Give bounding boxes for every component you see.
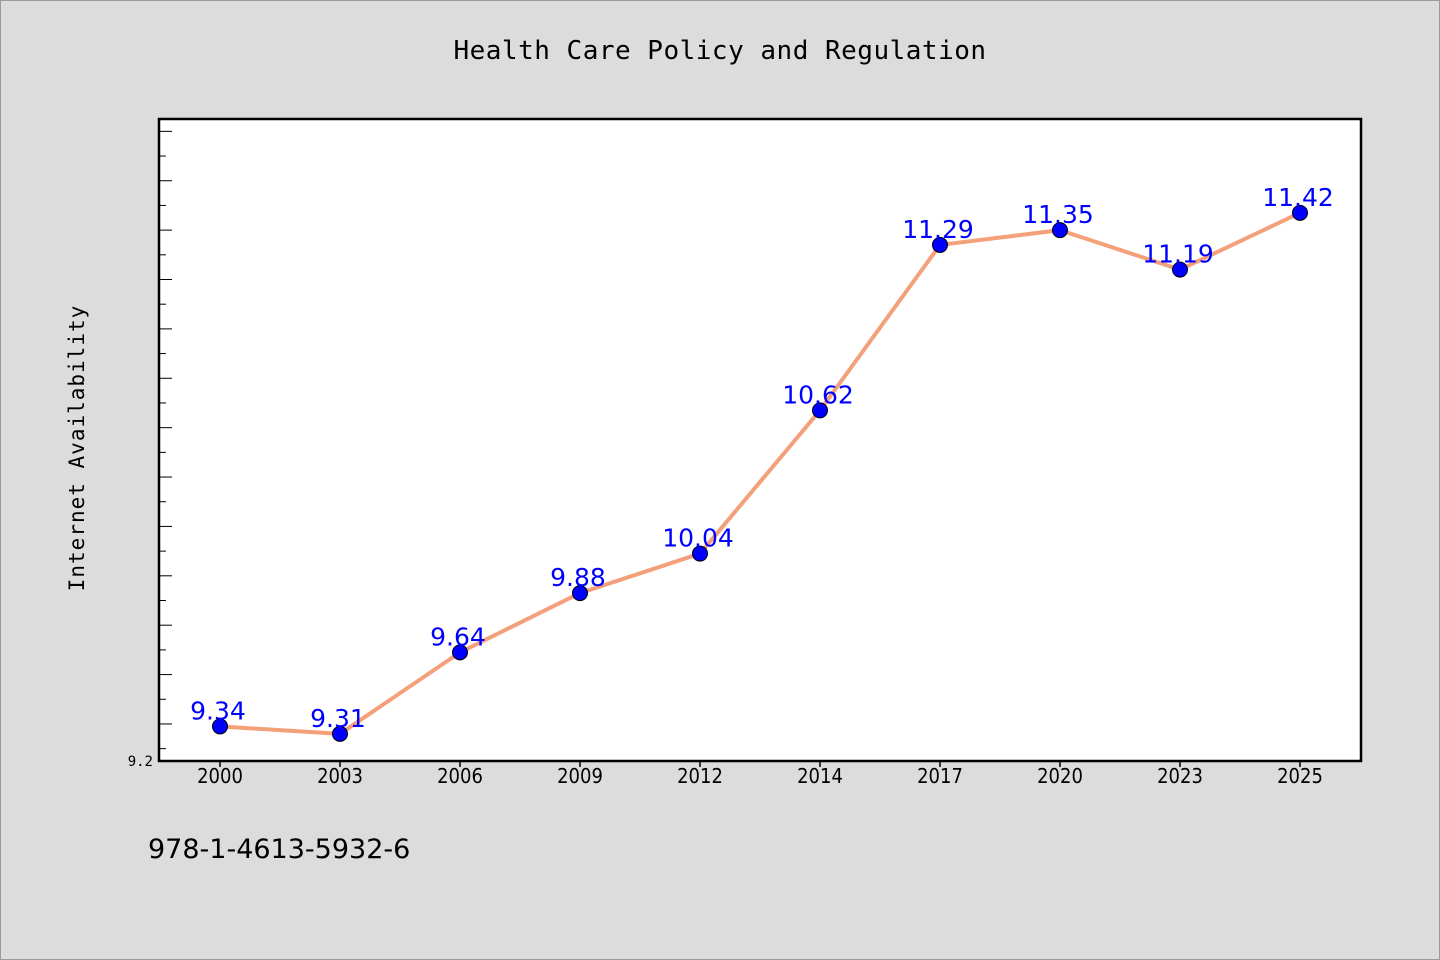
x-tick-label: 2012	[677, 764, 723, 788]
isbn-text: 978-1-4613-5932-6	[148, 834, 411, 865]
y-tick-label-min: 9.2	[128, 754, 153, 770]
x-tick-label: 2000	[197, 764, 243, 788]
data-label: 11.42	[1262, 183, 1334, 212]
series-markers	[212, 204, 1308, 742]
y-axis-label: Internet Availability	[65, 305, 89, 592]
x-tick-label: 2020	[1037, 764, 1083, 788]
x-tick-label: 2006	[437, 764, 483, 788]
data-label: 11.29	[902, 215, 974, 244]
data-label: 11.35	[1022, 200, 1094, 229]
data-label: 10.62	[782, 380, 854, 409]
chart-title: Health Care Policy and Regulation	[453, 36, 987, 66]
series-line	[218, 210, 1302, 736]
x-tick-label: 2009	[557, 764, 603, 788]
data-point	[932, 236, 948, 253]
data-point	[1052, 222, 1068, 239]
data-label: 9.64	[430, 622, 486, 651]
x-axis-ticks	[219, 761, 1301, 767]
x-tick-label: 2017	[917, 764, 963, 788]
data-label: 10.04	[662, 524, 734, 553]
data-point	[332, 725, 348, 742]
data-label: 9.31	[310, 704, 366, 733]
y-axis-ticks	[159, 130, 172, 750]
data-labels: 9.34 9.31 9.64 9.88 10.04 10.62 11.29 11.35 11.1…	[190, 183, 1334, 733]
plot-area	[157, 117, 1363, 763]
x-tick-label: 2014	[797, 764, 843, 788]
data-point	[1172, 261, 1188, 278]
x-tick-label: 2023	[1157, 764, 1203, 788]
data-point	[452, 644, 468, 661]
data-point	[212, 718, 228, 735]
data-label: 11.19	[1142, 240, 1214, 269]
data-point	[812, 402, 828, 419]
data-label: 9.88	[550, 563, 606, 592]
x-tick-label: 2003	[317, 764, 363, 788]
x-tick-label: 2025	[1277, 764, 1323, 788]
data-label: 9.34	[190, 696, 246, 725]
data-point	[1292, 204, 1308, 221]
data-point	[572, 585, 588, 602]
x-axis-tick-labels: 2000 2003 2006 2009 2012 2014 2017 2020 2023 2025	[197, 764, 1323, 788]
data-point	[692, 545, 708, 562]
